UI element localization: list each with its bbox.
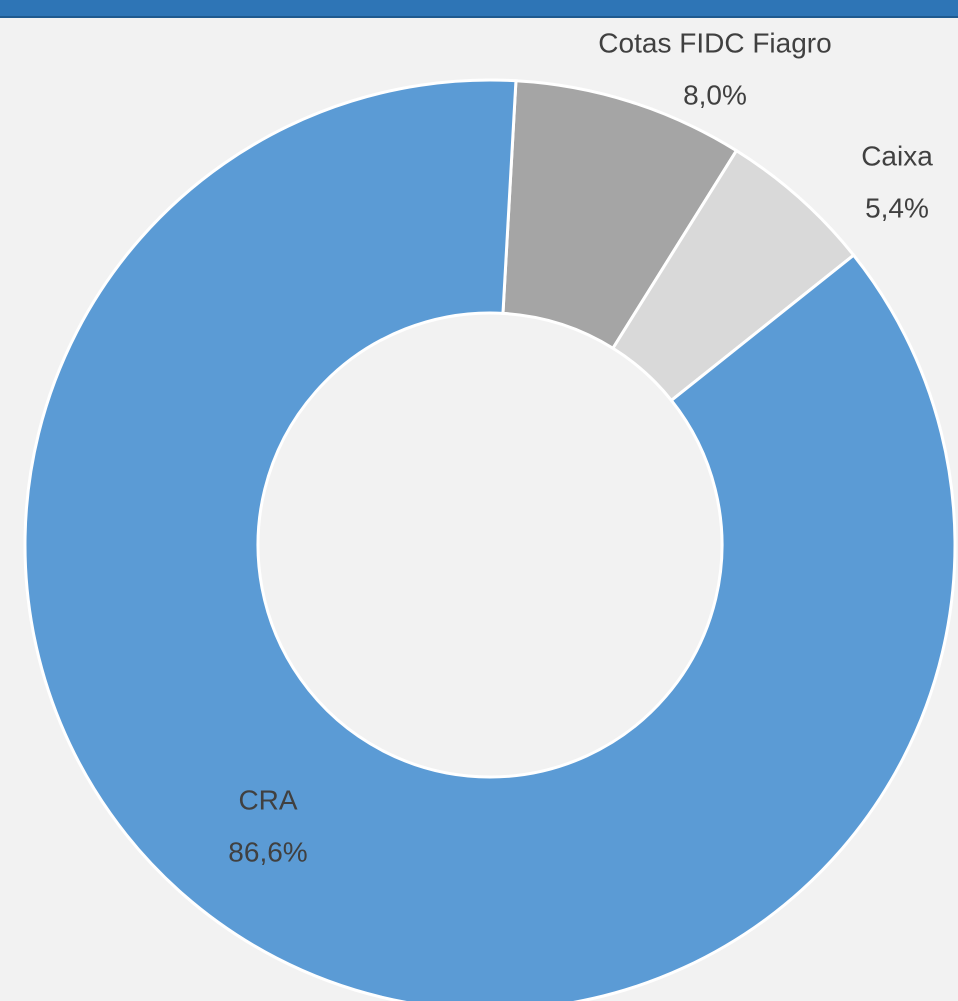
header-bar-edge <box>0 16 958 18</box>
header-bar <box>0 0 958 18</box>
slice-value-label: 8,0% <box>683 79 747 110</box>
slice-category-label: Caixa <box>861 140 933 171</box>
slice-value-label: 86,6% <box>228 836 307 867</box>
slice-category-label: CRA <box>238 784 297 815</box>
donut-slice <box>23 78 957 1001</box>
slice-value-label: 5,4% <box>865 192 929 223</box>
slice-category-label: Cotas FIDC Fiagro <box>598 27 831 58</box>
